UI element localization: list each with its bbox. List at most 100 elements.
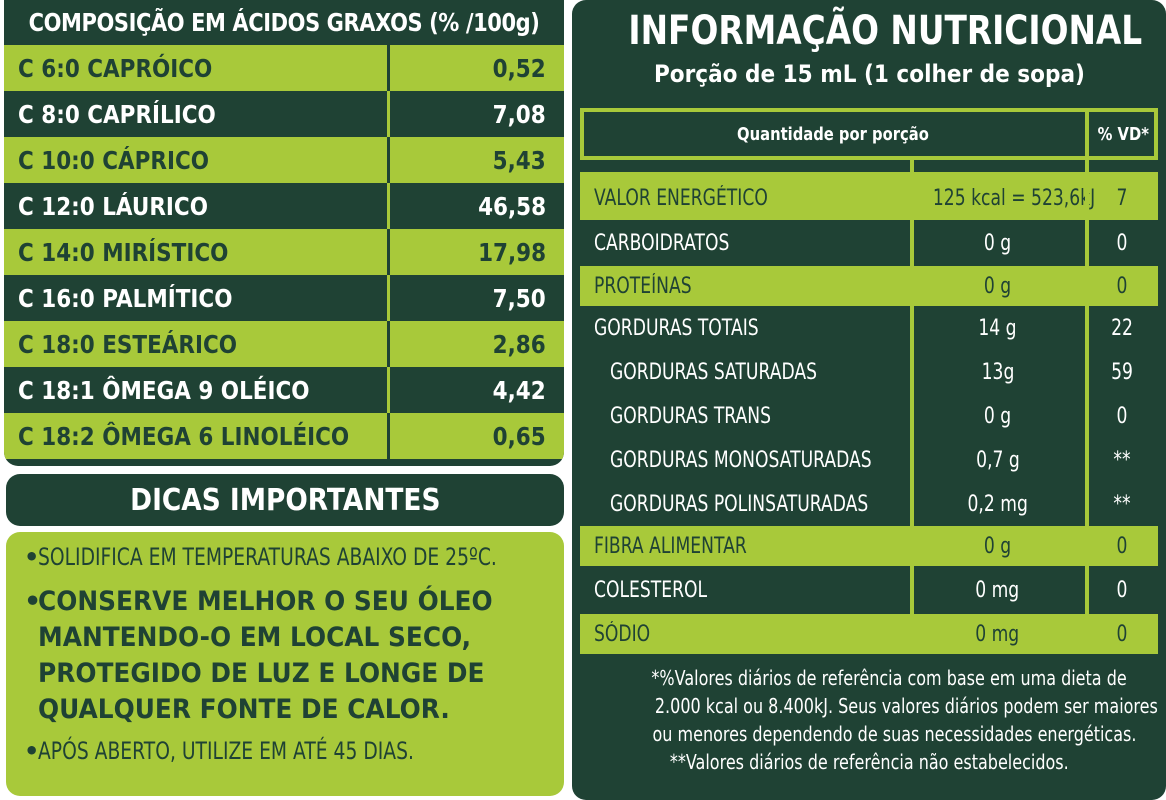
- quantity-header: Quantidade por porção: [736, 123, 929, 145]
- nutrient-row: VALOR ENERGÉTICO 125 kcal = 523,6kJ 7: [580, 176, 1158, 220]
- nutrient-quantity: 14 g: [978, 315, 1017, 341]
- fatty-acid-name: C 14:0 MIRÍSTICO: [18, 237, 229, 267]
- table-divider: [1154, 108, 1158, 156]
- nutrient-row: GORDURAS POLINSATURADAS 0,2 mg **: [580, 482, 1158, 526]
- fatty-acid-name: C 18:2 ÔMEGA 6 LINOLÉICO: [18, 421, 350, 451]
- nutrient-vd: 59: [1110, 359, 1133, 385]
- tip-text: CONSERVE MELHOR O SEU ÓLEO MANTENDO-O EM…: [38, 586, 493, 725]
- nutrient-name: GORDURAS POLINSATURADAS: [610, 491, 869, 517]
- nutrient-name: COLESTEROL: [594, 577, 708, 603]
- fatty-acid-row: C 18:1 ÔMEGA 9 OLÉICO 4,42: [4, 367, 564, 413]
- tip-item: • APÓS ABERTO, UTILIZE EM ATÉ 45 DIAS.: [24, 736, 548, 766]
- table-divider: [580, 172, 1158, 176]
- tips-box: • SOLIDIFICA EM TEMPERATURAS ABAIXO DE 2…: [6, 532, 564, 796]
- nutrient-name: PROTEÍNAS: [594, 273, 692, 299]
- footnote-line: **Valores diários de referência não esta…: [669, 750, 1069, 774]
- tip-text: APÓS ABERTO, UTILIZE EM ATÉ 45 DIAS.: [38, 737, 414, 765]
- fatty-acid-row: C 6:0 CAPRÓICO 0,52: [4, 45, 564, 91]
- fatty-acid-value: 0,52: [492, 53, 546, 83]
- nutrient-vd: 0: [1116, 403, 1127, 429]
- nutrient-row: SÓDIO 0 mg 0: [580, 614, 1158, 654]
- fatty-acid-row: C 18:0 ESTEÁRICO 2,86: [4, 321, 564, 367]
- table-divider: [1085, 108, 1089, 654]
- footnote-line: *%Valores diários de referência com base…: [651, 666, 1127, 690]
- fatty-acid-row: C 12:0 LÁURICO 46,58: [4, 183, 564, 229]
- nutrient-quantity: 0,7 g: [975, 447, 1020, 473]
- fatty-acid-name: C 6:0 CAPRÓICO: [18, 53, 213, 83]
- nutrition-panel: INFORMAÇÃO NUTRICIONAL Porção de 15 mL (…: [572, 0, 1166, 800]
- fatty-acid-value: 7,08: [492, 99, 546, 129]
- nutrient-name: VALOR ENERGÉTICO: [594, 185, 768, 211]
- fatty-acid-name: C 18:0 ESTEÁRICO: [18, 329, 238, 359]
- tips-title: DICAS IMPORTANTES: [129, 482, 441, 518]
- fatty-acid-name: C 18:1 ÔMEGA 9 OLÉICO: [18, 375, 310, 405]
- bullet-icon: •: [24, 543, 40, 571]
- nutrient-name: GORDURAS SATURADAS: [610, 359, 817, 385]
- fatty-acid-row: C 10:0 CÁPRICO 5,43: [4, 137, 564, 183]
- tip-item: • CONSERVE MELHOR O SEU ÓLEO MANTENDO-O …: [24, 584, 548, 728]
- nutrient-quantity: 0 g: [983, 273, 1012, 299]
- fatty-acid-row: C 18:2 ÔMEGA 6 LINOLÉICO 0,65: [4, 413, 564, 459]
- nutrient-name: FIBRA ALIMENTAR: [594, 533, 747, 559]
- nutrient-row: GORDURAS TRANS 0 g 0: [580, 394, 1158, 438]
- nutrient-row: GORDURAS TOTAIS 14 g 22: [580, 306, 1158, 350]
- nutrient-row: COLESTEROL 0 mg 0: [580, 566, 1158, 614]
- fatty-acid-value: 46,58: [477, 191, 546, 221]
- nutrient-vd: 7: [1116, 185, 1127, 211]
- nutrient-vd: 0: [1116, 230, 1127, 256]
- nutrient-vd: 22: [1110, 315, 1133, 341]
- vd-header: % VD*: [1097, 123, 1150, 145]
- nutrient-name: GORDURAS MONOSATURADAS: [610, 447, 872, 473]
- nutrient-vd: 0: [1116, 533, 1127, 559]
- fatty-acid-value: 5,43: [492, 145, 546, 175]
- fatty-acid-table: COMPOSIÇÃO EM ÁCIDOS GRAXOS (% /100g) C …: [4, 0, 564, 466]
- nutrient-quantity: 0 mg: [975, 621, 1020, 647]
- fatty-acid-value: 7,50: [492, 283, 546, 313]
- nutrition-table: Quantidade por porção % VD* VALOR ENERGÉ…: [580, 108, 1158, 656]
- fatty-acid-row: C 8:0 CAPRÍLICO 7,08: [4, 91, 564, 137]
- footnote-line: ou menores dependendo de suas necessidad…: [652, 722, 1137, 746]
- fatty-acid-row: C 14:0 MIRÍSTICO 17,98: [4, 229, 564, 275]
- nutrient-row: GORDURAS SATURADAS 13g 59: [580, 350, 1158, 394]
- fatty-acid-name: C 10:0 CÁPRICO: [18, 145, 210, 175]
- fatty-acid-value: 17,98: [477, 237, 546, 267]
- nutrient-name: GORDURAS TRANS: [610, 403, 771, 429]
- tips-header: DICAS IMPORTANTES: [6, 474, 564, 526]
- nutrient-quantity: 0 mg: [975, 577, 1020, 603]
- bullet-icon: •: [24, 737, 40, 765]
- fatty-acid-value: 4,42: [492, 375, 546, 405]
- nutrient-vd: 0: [1116, 273, 1127, 299]
- nutrient-row: CARBOIDRATOS 0 g 0: [580, 220, 1158, 266]
- nutrient-quantity: 0 g: [983, 403, 1012, 429]
- nutrient-row: PROTEÍNAS 0 g 0: [580, 266, 1158, 306]
- fatty-acid-value: 2,86: [492, 329, 546, 359]
- tip-item: • SOLIDIFICA EM TEMPERATURAS ABAIXO DE 2…: [24, 542, 548, 572]
- footnote-line: 2.000 kcal ou 8.400kJ. Seus valores diár…: [654, 694, 1158, 718]
- table-divider: [580, 108, 1158, 112]
- bullet-icon: •: [24, 586, 42, 617]
- fatty-acid-name: C 12:0 LÁURICO: [18, 191, 208, 221]
- nutrient-quantity: 0 g: [983, 230, 1012, 256]
- nutrient-name: GORDURAS TOTAIS: [594, 315, 759, 341]
- nutrient-quantity: 0,2 mg: [967, 491, 1028, 517]
- nutrition-title: INFORMAÇÃO NUTRICIONAL: [628, 8, 1143, 54]
- nutrient-quantity: 125 kcal = 523,6kJ: [932, 185, 1096, 211]
- fatty-acid-name: C 16:0 PALMÍTICO: [18, 283, 233, 313]
- nutrient-name: CARBOIDRATOS: [594, 230, 730, 256]
- fatty-acid-row: C 16:0 PALMÍTICO 7,50: [4, 275, 564, 321]
- nutrient-row: GORDURAS MONOSATURADAS 0,7 g **: [580, 438, 1158, 482]
- tip-text: SOLIDIFICA EM TEMPERATURAS ABAIXO DE 25º…: [38, 543, 497, 571]
- footnote: *%Valores diários de referência com base…: [592, 664, 1157, 776]
- fatty-acid-name: C 8:0 CAPRÍLICO: [18, 99, 216, 129]
- nutrient-quantity: 0 g: [983, 533, 1012, 559]
- nutrient-vd: 0: [1116, 577, 1127, 603]
- nutrient-row: FIBRA ALIMENTAR 0 g 0: [580, 526, 1158, 566]
- table-divider: [580, 108, 584, 156]
- portion-size: Porção de 15 mL (1 colher de sopa): [653, 60, 1085, 88]
- nutrient-name: SÓDIO: [594, 621, 651, 647]
- table-divider: [580, 156, 1158, 160]
- fatty-acid-value: 0,65: [492, 421, 546, 451]
- nutrient-quantity: 13g: [981, 359, 1014, 385]
- nutrient-vd: **: [1112, 491, 1131, 517]
- nutrient-vd: 0: [1116, 621, 1127, 647]
